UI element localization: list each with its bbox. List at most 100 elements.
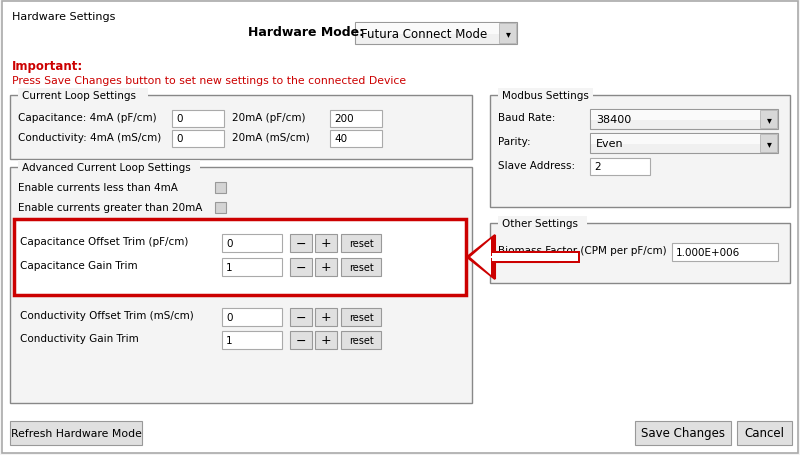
Bar <box>222 308 282 326</box>
Text: −: − <box>296 334 306 347</box>
Text: 1: 1 <box>226 335 233 345</box>
Bar <box>590 159 650 176</box>
Bar <box>315 331 337 349</box>
Bar <box>341 331 381 349</box>
Bar <box>315 234 337 253</box>
Text: 0: 0 <box>176 114 182 124</box>
Text: Parity:: Parity: <box>498 136 530 147</box>
Bar <box>172 131 224 148</box>
Text: Save Changes: Save Changes <box>641 426 725 440</box>
Text: 20mA (mS/cm): 20mA (mS/cm) <box>232 133 310 143</box>
Bar <box>290 258 312 276</box>
Bar <box>499 24 516 44</box>
Text: reset: reset <box>349 335 374 345</box>
Text: 0: 0 <box>226 238 233 248</box>
Text: reset: reset <box>349 312 374 322</box>
Text: Biomass Factor (CPM per pF/cm): Biomass Factor (CPM per pF/cm) <box>498 245 666 255</box>
Bar <box>341 234 381 253</box>
Bar <box>18 161 200 175</box>
Bar <box>14 219 466 295</box>
Text: Other Settings: Other Settings <box>502 218 578 228</box>
Text: 40: 40 <box>334 134 347 144</box>
Text: reset: reset <box>349 238 374 248</box>
Text: +: + <box>321 334 331 347</box>
Text: 20mA (pF/cm): 20mA (pF/cm) <box>232 113 306 123</box>
Polygon shape <box>470 239 557 275</box>
Bar <box>590 110 778 130</box>
Text: −: − <box>296 311 306 324</box>
Bar <box>591 111 777 121</box>
Bar <box>215 202 226 213</box>
Text: Cancel: Cancel <box>745 426 785 440</box>
Text: ▾: ▾ <box>766 139 771 149</box>
Bar <box>341 258 381 276</box>
Bar <box>635 421 731 445</box>
Bar <box>18 89 148 103</box>
Text: Slave Address:: Slave Address: <box>498 161 575 171</box>
Text: Capacitance: 4mA (pF/cm): Capacitance: 4mA (pF/cm) <box>18 113 157 123</box>
Bar <box>492 253 578 262</box>
Bar <box>490 252 580 263</box>
Text: Enable currents less than 4mA: Enable currents less than 4mA <box>18 182 178 192</box>
Text: 1.000E+006: 1.000E+006 <box>676 248 740 258</box>
Text: +: + <box>321 311 331 324</box>
Bar <box>590 134 778 154</box>
Text: Hardware Mode:: Hardware Mode: <box>248 26 364 40</box>
Text: +: + <box>321 237 331 250</box>
Text: Important:: Important: <box>12 60 83 73</box>
Text: Capacitance Gain Trim: Capacitance Gain Trim <box>20 260 138 270</box>
Bar <box>315 308 337 326</box>
Text: Baud Rate:: Baud Rate: <box>498 113 555 123</box>
Bar <box>222 258 282 276</box>
Bar <box>490 223 790 283</box>
Bar <box>672 243 778 262</box>
Bar <box>315 258 337 276</box>
Bar <box>737 421 792 445</box>
Text: 200: 200 <box>334 114 354 124</box>
Bar <box>290 331 312 349</box>
Text: Even: Even <box>596 139 624 149</box>
Text: +: + <box>321 261 331 274</box>
Bar <box>330 111 382 128</box>
Text: Conductivity: 4mA (mS/cm): Conductivity: 4mA (mS/cm) <box>18 133 162 143</box>
Bar <box>356 24 516 35</box>
Bar <box>591 135 777 145</box>
Text: Futura Connect Mode: Futura Connect Mode <box>361 27 487 40</box>
Text: −: − <box>296 261 306 274</box>
Text: Modbus Settings: Modbus Settings <box>502 91 589 101</box>
Text: 1: 1 <box>226 263 233 273</box>
Text: Enable currents greater than 20mA: Enable currents greater than 20mA <box>18 202 202 212</box>
Bar <box>222 234 282 253</box>
Text: 38400: 38400 <box>596 115 631 125</box>
Text: Capacitance Offset Trim (pF/cm): Capacitance Offset Trim (pF/cm) <box>20 237 188 247</box>
Text: ▾: ▾ <box>506 29 510 39</box>
Bar <box>290 234 312 253</box>
Text: Conductivity Gain Trim: Conductivity Gain Trim <box>20 333 138 343</box>
Text: reset: reset <box>349 263 374 273</box>
Bar <box>172 111 224 128</box>
Bar <box>498 89 593 103</box>
Text: −: − <box>296 237 306 250</box>
Bar <box>490 96 790 207</box>
Bar <box>355 23 517 45</box>
Bar <box>10 421 142 445</box>
Text: Hardware Settings: Hardware Settings <box>12 12 115 22</box>
Text: Advanced Current Loop Settings: Advanced Current Loop Settings <box>22 162 190 172</box>
Bar <box>10 96 472 160</box>
Text: Refresh Hardware Mode: Refresh Hardware Mode <box>10 428 142 438</box>
Bar <box>760 135 777 153</box>
Text: ▾: ▾ <box>766 115 771 125</box>
Text: Current Loop Settings: Current Loop Settings <box>22 91 136 101</box>
Bar <box>222 331 282 349</box>
Text: 0: 0 <box>176 134 182 144</box>
Text: 2: 2 <box>594 162 601 172</box>
Text: Press Save Changes button to set new settings to the connected Device: Press Save Changes button to set new set… <box>12 76 406 86</box>
Polygon shape <box>467 236 558 279</box>
Bar <box>290 308 312 326</box>
Bar <box>341 308 381 326</box>
Bar <box>498 217 587 231</box>
Text: Conductivity Offset Trim (mS/cm): Conductivity Offset Trim (mS/cm) <box>20 310 194 320</box>
Bar <box>10 167 472 403</box>
Text: 0: 0 <box>226 312 233 322</box>
Bar <box>330 131 382 148</box>
